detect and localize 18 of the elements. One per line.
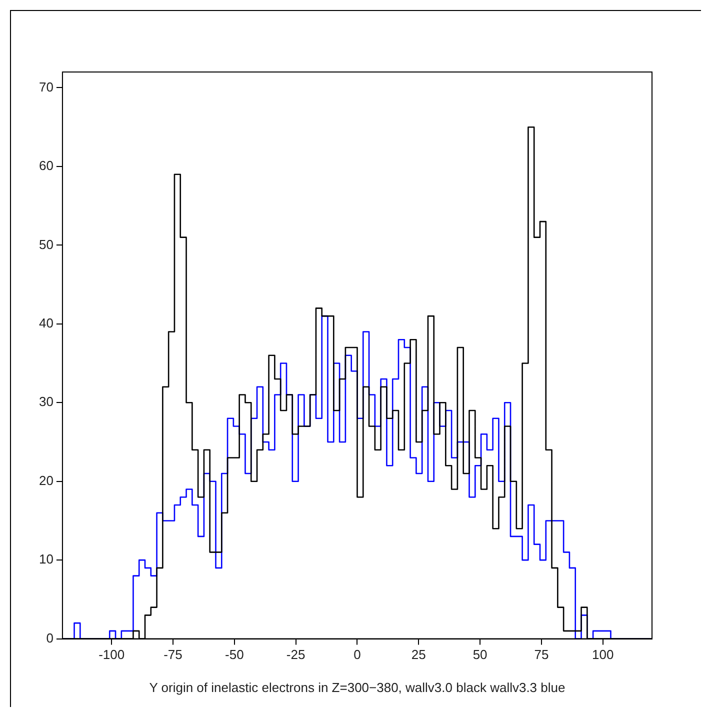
x-tick-label: 25 [411, 647, 426, 662]
x-tick-label: 0 [354, 647, 361, 662]
y-tick-label: 40 [38, 315, 54, 330]
x-tick-label: -50 [225, 647, 244, 662]
x-tick-label: -25 [286, 647, 306, 662]
y-tick-label: 50 [38, 236, 54, 252]
x-tick-label: -75 [164, 647, 182, 662]
x-tick-label: -100 [98, 647, 125, 662]
y-tick-label: 70 [38, 79, 54, 94]
x-tick-label: 50 [472, 647, 488, 662]
y-tick-label: 0 [46, 630, 54, 646]
y-tick-label: 30 [38, 394, 54, 410]
y-tick-label: 10 [38, 552, 54, 567]
y-tick-label: 20 [38, 472, 54, 488]
x-tick-label: 75 [534, 647, 549, 662]
x-tick-label: 100 [592, 647, 614, 662]
x-axis-title: Y origin of inelastic electrons in Z=300−380, wallv3.0 black wallv3.3 blue [149, 680, 566, 695]
y-tick-label: 60 [38, 158, 54, 174]
